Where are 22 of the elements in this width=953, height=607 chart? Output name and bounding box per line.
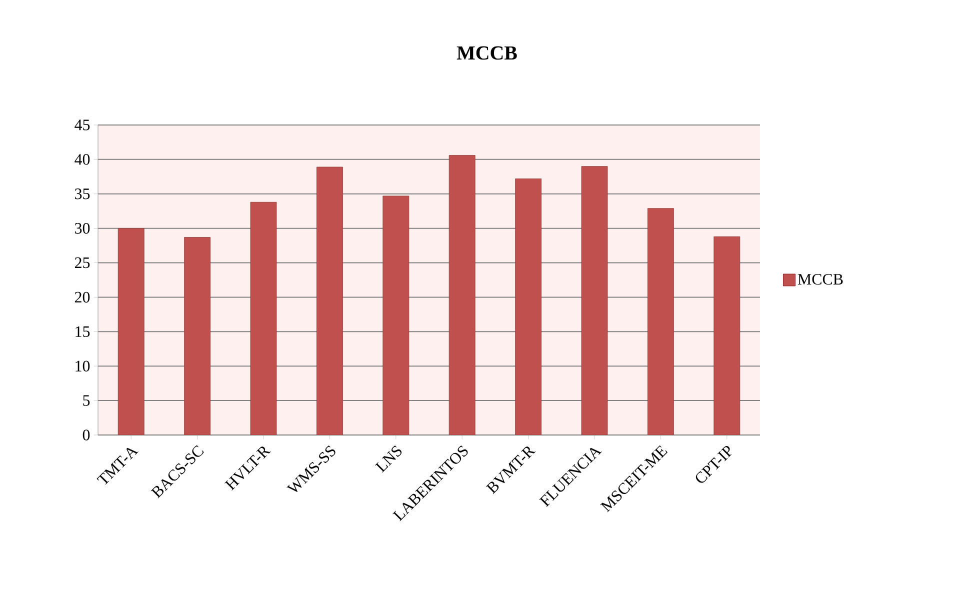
y-tick-label: 10 (76, 360, 90, 372)
bar (316, 166, 343, 435)
bar (648, 208, 674, 435)
bar (448, 155, 476, 435)
bar (184, 237, 211, 435)
y-tick-label: 45 (74, 120, 90, 130)
bar (714, 236, 740, 435)
chart-title: MCCB (456, 46, 517, 60)
legend-label: MCCB (798, 274, 843, 285)
y-tick-label: 35 (75, 188, 90, 200)
bar (515, 178, 542, 435)
y-tick-label: 25 (75, 257, 90, 268)
y-tick-label: 5 (83, 395, 90, 406)
y-tick-label: 30 (75, 222, 90, 234)
y-tick-label: 20 (75, 292, 90, 303)
y-tick-label: 0 (82, 430, 90, 440)
y-tick-label: 15 (76, 326, 90, 337)
bar (118, 228, 144, 435)
bar (581, 166, 608, 435)
y-tick-label: 40 (74, 154, 90, 165)
bar (382, 196, 410, 435)
bar (250, 202, 277, 435)
